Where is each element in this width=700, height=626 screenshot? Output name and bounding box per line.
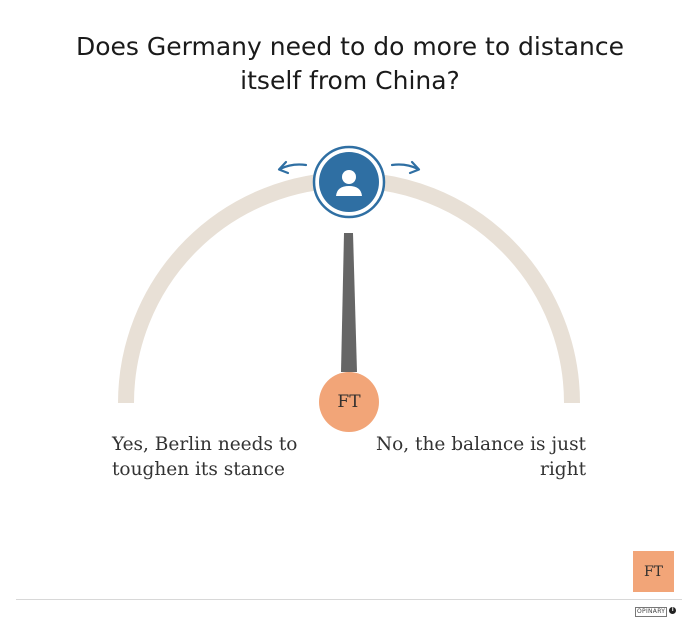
dial-knob[interactable] <box>312 145 386 219</box>
info-icon[interactable]: i <box>669 606 677 614</box>
option-yes-label[interactable]: Yes, Berlin needs to toughen its stance <box>112 434 298 480</box>
option-no-label[interactable]: No, the balance is just right <box>375 434 586 480</box>
question-title-line-2: itself from China? <box>240 66 460 95</box>
question-title: Does Germany need to do more to distance… <box>40 30 660 98</box>
ft-logo[interactable]: FT <box>633 551 674 592</box>
dial-needle[interactable] <box>341 233 357 372</box>
question-title-line-1: Does Germany need to do more to distance <box>75 32 624 61</box>
footer-divider <box>16 599 682 600</box>
dial-hub-ft-badge: FT <box>319 372 379 432</box>
user-icon <box>336 170 362 196</box>
opinary-logo[interactable]: OPINARY <box>635 607 668 617</box>
arrow-left-icon[interactable] <box>277 160 308 175</box>
arrow-right-icon[interactable] <box>390 160 421 175</box>
opinary-brand[interactable]: OPINARY i <box>635 606 677 618</box>
